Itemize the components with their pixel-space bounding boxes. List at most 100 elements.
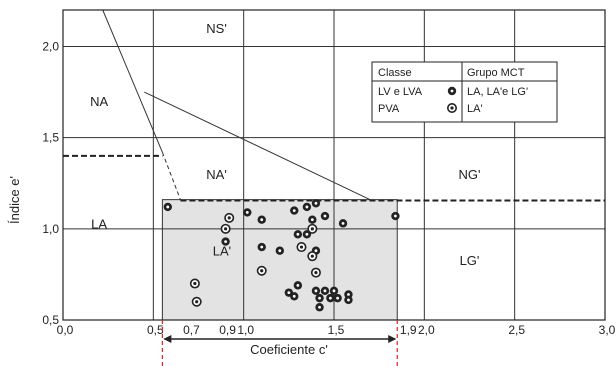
point-filled [290, 206, 299, 215]
marker-center [224, 240, 228, 243]
boundary-lines [63, 9, 605, 202]
marker-center [318, 296, 321, 300]
point-filled [257, 215, 266, 224]
marker-center [347, 293, 350, 296]
boundary-line [102, 9, 163, 153]
marker-center [310, 254, 314, 258]
point-filled [344, 295, 353, 305]
region-labels: NS' NA NA' NG' LA LA' LG' [90, 21, 480, 268]
marker-center [245, 211, 249, 214]
x-tick-label: 2,5 [508, 323, 525, 337]
plot-border [62, 9, 606, 321]
arrow-head-left [163, 335, 172, 343]
point-filled [320, 211, 330, 221]
arrow-head-right [388, 335, 397, 343]
point-filled [333, 293, 342, 303]
point-dotted [191, 296, 202, 307]
marker-center [227, 216, 231, 220]
legend-box [371, 61, 558, 123]
marker-center [394, 214, 397, 218]
marker-center [296, 283, 300, 287]
x-tick-label: 0,5 [147, 323, 164, 337]
legend-header-classe: Classe [378, 67, 412, 79]
legend-grupo: LA' [467, 103, 483, 115]
x-tick-label: 0,0 [57, 323, 74, 337]
point-filled [257, 242, 266, 252]
region-label: NS' [206, 21, 227, 36]
point-filled [243, 208, 252, 217]
point-filled [290, 292, 299, 301]
shaded-region [161, 199, 398, 321]
marker-center [193, 281, 197, 286]
marker-center [166, 205, 170, 209]
point-filled [315, 293, 324, 303]
marker-center [278, 249, 282, 253]
region-label: NA' [206, 167, 227, 182]
point-filled [326, 293, 335, 303]
x-tick-label: 1,0 [237, 323, 254, 337]
point-dotted [310, 267, 321, 278]
marker-center [314, 201, 318, 205]
legend-grupo: LA, LA'e LG' [467, 86, 528, 98]
point-filled [163, 202, 172, 212]
marker-center [314, 289, 318, 293]
point-dotted [224, 212, 235, 223]
y-axis-label: Índice e' [7, 176, 22, 224]
axis-annotations [161, 320, 398, 366]
point-dotted [307, 251, 318, 262]
marker-center [292, 209, 296, 212]
x-tick-label: 0,9 [219, 323, 236, 337]
marker-center [310, 218, 314, 222]
y-tick-label: 1,0 [42, 222, 59, 236]
marker-center [323, 214, 327, 218]
point-filled [302, 202, 312, 212]
marker-center [341, 221, 345, 225]
point-filled [311, 286, 321, 296]
y-tick-label: 1,5 [42, 131, 59, 145]
x-axis-label: Coeficiente c' [250, 342, 328, 357]
data-points [163, 199, 400, 312]
marker-center [305, 232, 309, 236]
marker-center [328, 296, 332, 300]
marker-center [323, 289, 327, 293]
marker-center [292, 294, 296, 298]
marker-center [305, 205, 309, 209]
point-filled [221, 237, 230, 246]
point-filled [293, 281, 303, 290]
legend-classe: PVA [378, 103, 400, 115]
marker-center [299, 245, 304, 249]
marker-center [287, 291, 291, 295]
point-filled [311, 199, 321, 208]
marker-center [450, 89, 454, 93]
marker-center [296, 232, 300, 236]
legend-header-grupo: Grupo MCT [467, 67, 525, 79]
marker-center [314, 270, 318, 275]
point-filled [391, 211, 400, 221]
point-filled [447, 86, 457, 96]
point-filled [338, 219, 348, 228]
marker-center [260, 269, 264, 273]
region-label: NG' [459, 167, 481, 182]
boundary-line [144, 91, 371, 201]
point-filled [315, 303, 324, 312]
marker-center [332, 289, 336, 293]
marker-center [318, 305, 321, 309]
y-tick-label: 0,5 [42, 313, 59, 327]
marker-center [310, 227, 314, 231]
region-label: LA [91, 216, 107, 231]
point-dotted [446, 103, 457, 114]
point-dotted [220, 223, 231, 234]
x-tick-label: 2,0 [418, 323, 435, 337]
region-label: NA [90, 94, 108, 109]
region-label: LA' [213, 244, 231, 259]
legend: Classe Grupo MCT LV e LVA LA, LA'e LG' PVA LA… [371, 61, 558, 123]
marker-center [195, 300, 199, 304]
point-dotted [256, 265, 267, 276]
point-dotted [296, 242, 307, 253]
point-filled [329, 286, 339, 296]
grid-lines [63, 10, 605, 320]
point-dotted [189, 278, 200, 289]
y-tick-label: 2,0 [42, 39, 59, 53]
marker-center [336, 296, 340, 300]
